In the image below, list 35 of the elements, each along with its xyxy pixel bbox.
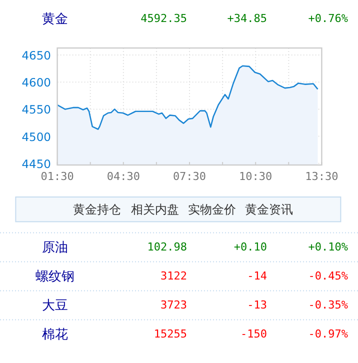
text: 黄金持仓 bbox=[73, 202, 121, 216]
text: 原油 bbox=[42, 240, 68, 256]
y-tick-label: 4450 bbox=[22, 156, 51, 171]
text: -150 bbox=[240, 328, 267, 341]
y-tick-label: 4500 bbox=[22, 130, 51, 144]
text: 4592.35 bbox=[140, 12, 187, 25]
text: 15255 bbox=[154, 328, 187, 341]
x-tick-label: 01:30 bbox=[40, 170, 74, 183]
text: 大豆 bbox=[42, 298, 68, 314]
text: +0.76% bbox=[308, 12, 348, 25]
text: 相关内盘 bbox=[131, 202, 179, 216]
text: +34.85 bbox=[227, 12, 267, 25]
chart-title: 黄金 bbox=[42, 12, 68, 27]
text: +0.10 bbox=[234, 240, 267, 254]
text: 102.98 bbox=[147, 240, 187, 254]
text: 实物金价 bbox=[188, 202, 236, 216]
y-tick-label: 4550 bbox=[22, 102, 51, 117]
x-tick-label: 04:30 bbox=[106, 170, 140, 183]
text: 3122 bbox=[160, 270, 187, 283]
x-tick-label: 13:30 bbox=[305, 170, 338, 183]
y-tick-label: 4600 bbox=[22, 76, 51, 90]
y-tick-label: 4650 bbox=[22, 48, 51, 63]
chart: 4450 4500 4550 4600 4650 01:30 04:30 07:30 10:30 13:30 bbox=[22, 47, 338, 183]
x-tick-label: 10:30 bbox=[239, 170, 272, 183]
text: 螺纹钢 bbox=[36, 270, 74, 285]
text: -0.45% bbox=[308, 270, 348, 283]
x-tick-label: 07:30 bbox=[172, 170, 206, 183]
text: -0.97% bbox=[308, 328, 348, 341]
text: 3723 bbox=[160, 298, 187, 312]
text: 黄金资讯 bbox=[245, 202, 293, 216]
text: +0.10% bbox=[308, 240, 348, 254]
text: 棉花 bbox=[42, 328, 68, 343]
text: -0.35% bbox=[308, 298, 348, 312]
text: -14 bbox=[247, 270, 268, 283]
text: -13 bbox=[247, 298, 267, 312]
